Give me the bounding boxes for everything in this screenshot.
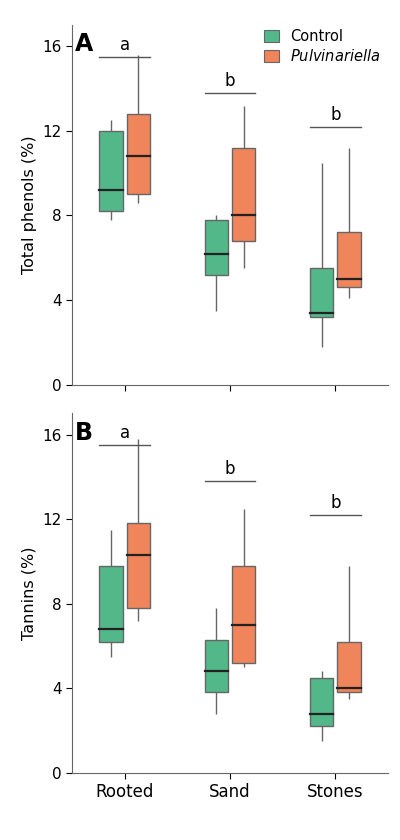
Text: b: b — [330, 494, 340, 512]
Text: b: b — [225, 459, 235, 478]
Bar — [127, 114, 150, 194]
Bar — [232, 148, 255, 241]
Text: b: b — [225, 71, 235, 90]
Bar — [99, 131, 122, 211]
Bar — [205, 220, 228, 275]
Text: a: a — [120, 424, 130, 442]
Y-axis label: Total phenols (%): Total phenols (%) — [22, 135, 37, 274]
Y-axis label: Tannins (%): Tannins (%) — [22, 546, 37, 640]
Legend: Control, $\it{Pulvinariella}$: Control, $\it{Pulvinariella}$ — [264, 29, 381, 65]
Bar — [127, 523, 150, 608]
Bar — [99, 565, 122, 642]
Bar — [338, 233, 361, 287]
Text: a: a — [120, 36, 130, 54]
Text: A: A — [75, 33, 94, 56]
Bar — [338, 642, 361, 692]
Bar — [310, 268, 333, 317]
Bar — [232, 565, 255, 663]
Text: b: b — [330, 106, 340, 123]
Bar — [205, 639, 228, 692]
Bar — [310, 678, 333, 727]
Text: B: B — [75, 421, 93, 444]
